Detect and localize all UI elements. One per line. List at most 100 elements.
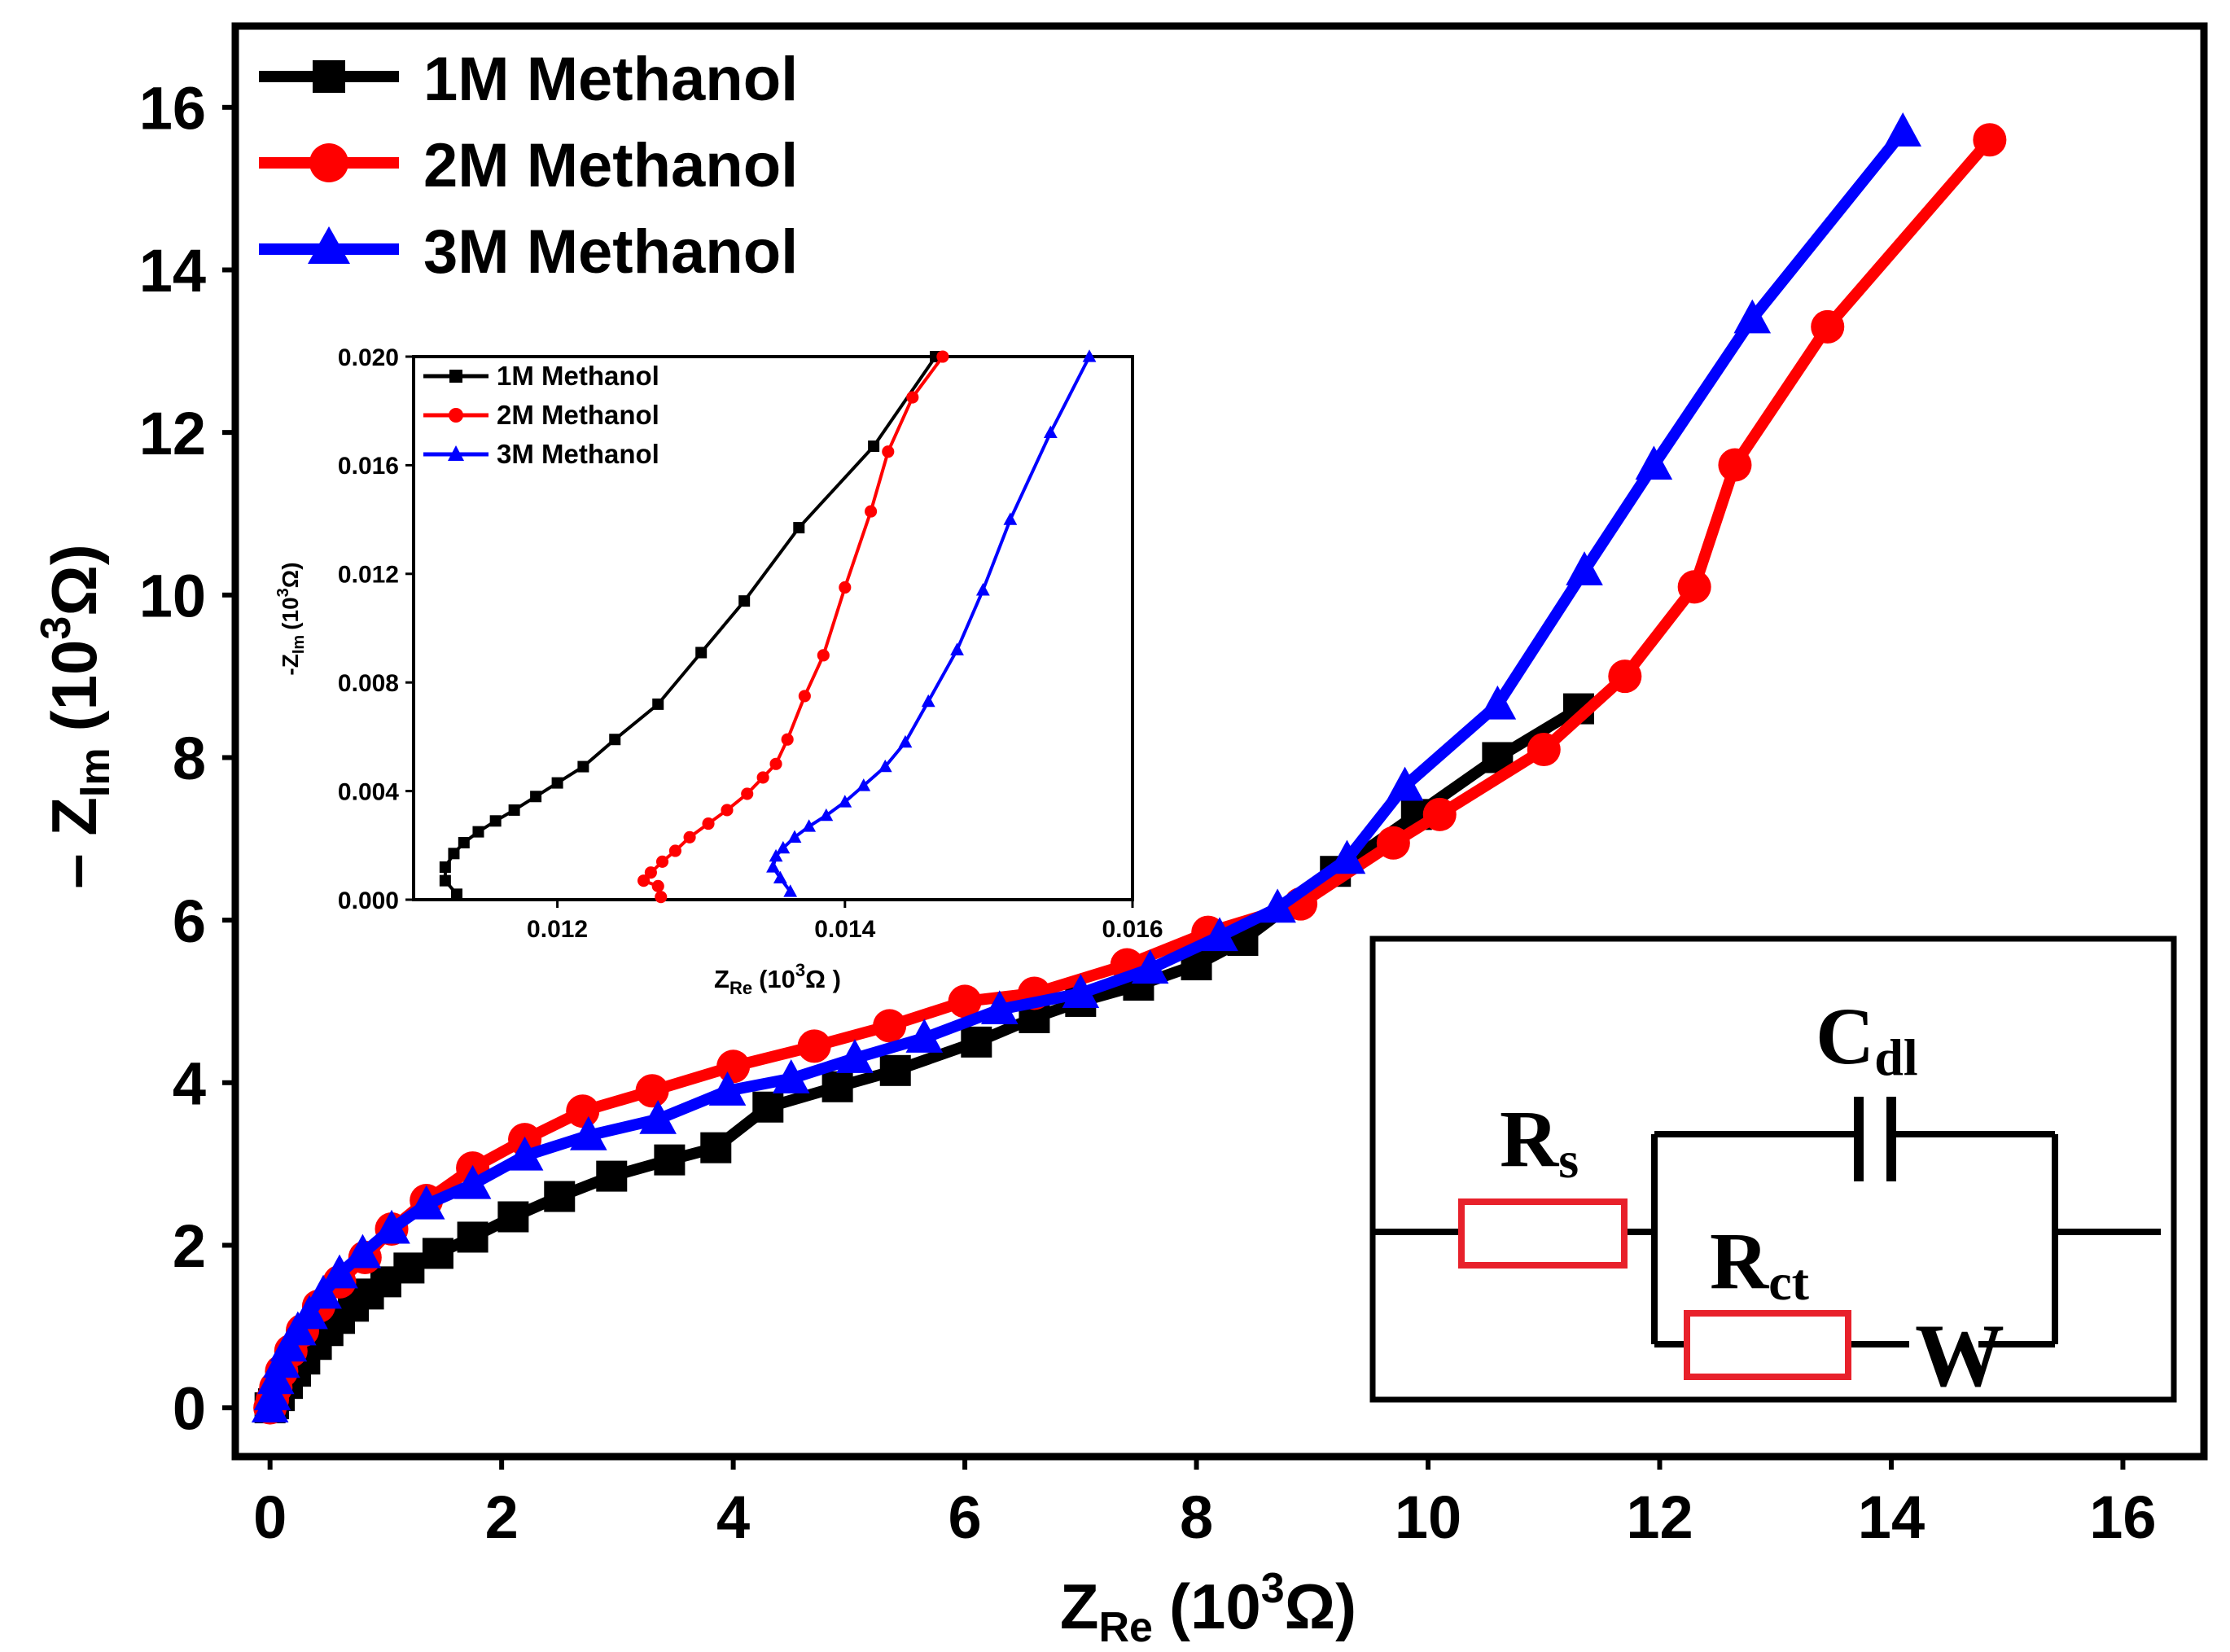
inset-point-1m [609,734,621,746]
inset-legend: 1M Methanol 2M Methanol 3M Methanol [423,361,659,469]
main-point-1m [544,1181,576,1212]
main-point-1m [596,1160,628,1192]
main-plot-frame [231,22,2208,1461]
main-x-tick-label: 6 [949,1483,982,1551]
inset-point-2m [882,445,895,458]
inset-x-tick-label: 0.014 [814,916,875,943]
inset-point-1m [448,848,460,860]
inset-x-tick-label: 0.012 [527,916,588,943]
legend-marker-2m [309,143,348,182]
inset-point-1m [738,595,751,607]
main-point-3m [344,1234,382,1269]
inset-point-2m [651,879,664,892]
inset-series-3m [766,349,1097,897]
main-x-tick-label: 12 [1626,1483,1693,1551]
inset-plot-frame [412,355,1134,901]
inset-y-tick-label: 0.008 [338,670,399,697]
inset-point-2m [683,830,696,844]
inset-point-2m [781,733,794,746]
inset-point-2m [741,787,754,800]
main-point-2m [1527,732,1561,767]
main-point-3m [304,1274,342,1309]
main-x-tick-label: 14 [1858,1483,1925,1551]
main-x-axis-title: ZRe (103Ω) [1060,1565,1356,1648]
main-x-tick-label: 10 [1395,1483,1461,1551]
main-point-2m [1811,309,1845,344]
main-point-1m [961,1026,992,1058]
main-point-3m [980,990,1019,1024]
inset-legend-label-2m: 2M Methanol [497,400,659,430]
main-point-3m [1386,766,1424,801]
main-point-3m [1131,949,1169,984]
inset-y-tick-label: 0.020 [338,344,399,371]
main-point-3m [1259,888,1296,923]
main-y-tick-label: 6 [173,887,206,955]
main-point-3m [373,1209,410,1244]
main-point-3m [1635,445,1673,480]
main-point-3m [1566,551,1603,585]
main-series-layer [251,112,2007,1425]
inset-legend-label-1m: 1M Methanol [497,361,659,391]
main-point-1m [393,1252,425,1284]
inset-y-tick-label: 0.000 [338,887,399,914]
main-point-3m [1328,839,1366,874]
main-y-tick-label: 14 [139,237,206,305]
inset-series-layer [439,349,1097,904]
inset-point-2m [865,505,878,518]
inset-point-1m [458,836,470,848]
inset-x-axis-title: ZRe (103Ω ) [714,960,841,998]
inset-point-2m [936,350,949,363]
main-x-tick-label: 0 [253,1483,287,1551]
main-y-tick-label: 0 [173,1375,206,1443]
main-point-2m [1376,826,1410,860]
main-y-tick-label: 10 [139,562,206,629]
inset-point-2m [756,771,769,784]
legend-label-2m: 2M Methanol [423,131,798,200]
main-y-tick-label: 2 [173,1212,206,1280]
label-cdl: Cdl [1816,991,1918,1086]
inset-point-1m [652,698,664,710]
main-point-3m [1884,112,1921,147]
main-point-1m [422,1238,453,1269]
main-point-3m [772,1059,810,1093]
inset-point-3m [1043,425,1058,439]
main-y-tick-label: 16 [139,74,206,142]
main-series-3m [251,112,1921,1423]
inset-point-3m [773,870,787,883]
label-rct: Rct [1710,1216,1810,1311]
inset-point-1m [450,888,462,900]
main-point-3m [1479,685,1517,720]
inset-point-3m [802,819,817,832]
inset-point-1m [472,826,484,838]
main-point-2m [566,1094,600,1128]
main-point-3m [506,1136,544,1171]
main-point-1m [821,1071,853,1102]
main-point-3m [291,1295,328,1330]
inset-y-tick-label: 0.012 [338,562,399,589]
legend-label-1m: 1M Methanol [423,45,798,114]
inset-point-1m [551,777,563,789]
main-point-1m [879,1054,911,1086]
main-point-2m [1608,659,1642,694]
main-point-2m [1677,570,1711,604]
inset-point-2m [906,391,919,404]
inset-point-1m [793,522,805,534]
main-x-tick-label: 8 [1180,1483,1213,1551]
inset-legend-marker-3m [448,445,464,461]
inset-point-2m [644,866,657,879]
inset-point-1m [577,760,589,773]
inset-point-3m [766,860,780,873]
inset-point-3m [1082,349,1097,362]
inset-y-tick-label: 0.016 [338,453,399,480]
inset-point-2m [655,855,669,868]
capacitor-cdl [1854,1097,1896,1181]
inset-legend-marker-1m [449,370,462,383]
main-point-3m [1062,974,1100,1009]
inset-point-2m [798,690,811,703]
inset-point-1m [695,646,708,659]
inset-legend-label-3m: 3M Methanol [497,439,659,469]
main-x-tick-label: 16 [2089,1483,2156,1551]
inset-axis-ticks: 0.012 0.014 0.016 0.000 0.004 0.008 0.012 0.016… [338,344,1163,943]
inset-point-3m [857,778,871,791]
